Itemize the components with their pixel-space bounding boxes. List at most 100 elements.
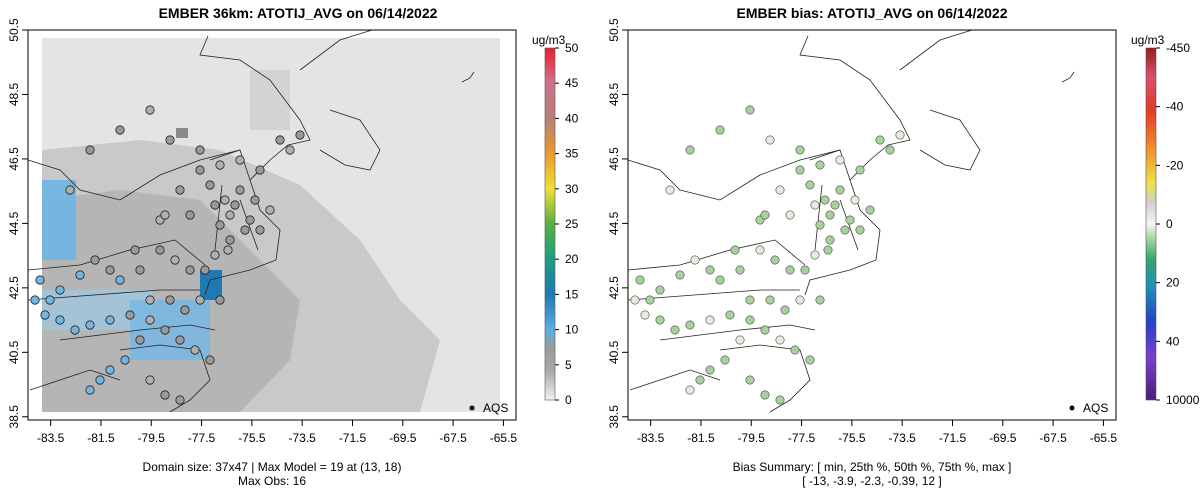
bias-point-61 — [795, 165, 805, 175]
obs-point-49 — [255, 165, 265, 175]
obs-point-56 — [185, 210, 195, 220]
right-cbar-tick-label-3: 0 — [1166, 217, 1173, 231]
obs-point-27 — [85, 320, 95, 330]
bias-point-15 — [770, 255, 780, 265]
right-x-tick-label-9: -65.5 — [1090, 431, 1118, 445]
obs-point-51 — [285, 145, 295, 155]
bias-point-46 — [760, 390, 770, 400]
right-x-tick-label-1: -81.5 — [687, 431, 715, 445]
left-x-tick-label-4: -75.5 — [238, 431, 266, 445]
obs-point-32 — [175, 335, 185, 345]
left-x-tick-label-7: -69.5 — [389, 431, 417, 445]
obs-point-23 — [45, 295, 55, 305]
bias-point-69 — [760, 210, 770, 220]
left-y-tick-label-0: 38.5 — [7, 405, 21, 429]
obs-point-0 — [65, 185, 75, 195]
obs-point-28 — [105, 315, 115, 325]
bias-point-63 — [820, 195, 830, 205]
obs-point-61 — [195, 165, 205, 175]
left-x-tick-label-9: -65.5 — [490, 431, 518, 445]
left-cbar-tick-label-0: 0 — [565, 393, 572, 407]
left-colorbar: ug/m3 0 5 10 15 20 25 30 35 40 45 50 — [532, 33, 579, 407]
right-y-tick-label-1: 40.5 — [607, 340, 621, 364]
bias-point-67 — [840, 225, 850, 235]
right-plot-frame — [627, 29, 1117, 421]
right-y-axis: 38.5 40.5 42.5 44.5 46.5 48.5 50.5 — [607, 18, 628, 428]
bias-point-7 — [835, 185, 845, 195]
bias-point-17 — [735, 265, 745, 275]
bias-point-43 — [695, 375, 705, 385]
bias-point-23 — [645, 295, 655, 305]
obs-point-35 — [215, 295, 225, 305]
bias-point-35 — [815, 295, 825, 305]
model-grid-heatmap — [42, 38, 500, 412]
obs-point-33 — [190, 345, 200, 355]
obs-point-14 — [185, 265, 195, 275]
right-chart-title: EMBER bias: ATOTIJ_AVG on 06/14/2022 — [736, 5, 1008, 21]
obs-point-55 — [215, 220, 225, 230]
bias-point-48 — [835, 155, 845, 165]
obs-point-63 — [220, 195, 230, 205]
right-y-tick-label-4: 46.5 — [607, 147, 621, 171]
bias-point-12 — [810, 250, 820, 260]
bias-point-66 — [823, 245, 833, 255]
right-y-tick-label-3: 44.5 — [607, 211, 621, 235]
obs-point-36 — [195, 295, 205, 305]
bias-point-10 — [855, 225, 865, 235]
left-y-tick-label-3: 44.5 — [7, 211, 21, 235]
obs-point-65 — [230, 200, 240, 210]
bias-point-33 — [790, 345, 800, 355]
right-x-axis: -83.5 -81.5 -79.5 -77.5 -75.5 -73.5 -71.5 -69.5… — [637, 420, 1117, 445]
obs-point-18 — [115, 275, 125, 285]
obs-point-5 — [195, 145, 205, 155]
right-cbar-tick-label-2: 20 — [1166, 276, 1180, 290]
obs-point-15 — [170, 255, 180, 265]
obs-point-44 — [85, 385, 95, 395]
left-map-panel: -83.5 -81.5 -79.5 -77.5 -75.5 -73.5 -71.5 -69.5… — [7, 18, 517, 445]
left-footer-line1: Domain size: 37x47 | Max Model = 19 at (… — [142, 460, 402, 474]
obs-point-30 — [145, 315, 155, 325]
bias-point-44 — [685, 385, 695, 395]
bias-point-29 — [725, 310, 735, 320]
legend-aqs-marker — [469, 405, 475, 411]
bias-point-24 — [640, 310, 650, 320]
obs-point-21 — [75, 270, 85, 280]
bias-point-27 — [685, 320, 695, 330]
obs-point-39 — [145, 295, 155, 305]
bias-point-51 — [885, 145, 895, 155]
bias-point-20 — [690, 255, 700, 265]
bias-point-3 — [745, 105, 755, 115]
left-cbar-tick-label-8: 40 — [565, 111, 579, 125]
left-y-tick-label-6: 50.5 — [7, 18, 21, 42]
bias-point-6 — [815, 160, 825, 170]
bias-point-59 — [635, 275, 645, 285]
right-x-tick-label-7: -69.5 — [989, 431, 1017, 445]
bias-point-31 — [760, 325, 770, 335]
obs-point-43 — [95, 375, 105, 385]
bias-point-60 — [630, 295, 640, 305]
bias-point-5 — [795, 145, 805, 155]
bias-point-8 — [850, 195, 860, 205]
obs-point-64 — [210, 200, 220, 210]
right-x-tick-label-0: -83.5 — [637, 431, 665, 445]
obs-point-16 — [155, 245, 165, 255]
bias-point-32 — [775, 335, 785, 345]
obs-point-17 — [135, 265, 145, 275]
left-y-tick-label-2: 42.5 — [7, 276, 21, 300]
obs-point-12 — [210, 250, 220, 260]
bias-point-58 — [730, 245, 740, 255]
left-x-tick-label-5: -73.5 — [289, 431, 317, 445]
bias-point-2 — [715, 125, 725, 135]
right-legend-aqs-label: AQS — [1083, 401, 1108, 415]
obs-point-26 — [70, 325, 80, 335]
left-x-tick-label-8: -67.5 — [439, 431, 467, 445]
right-cbar-tick-label-6: -450 — [1166, 41, 1190, 55]
boundaries — [28, 30, 475, 413]
bias-point-18 — [715, 275, 725, 285]
right-x-tick-label-5: -73.5 — [889, 431, 917, 445]
left-cbar-tick-label-6: 30 — [565, 182, 579, 196]
obs-point-42 — [105, 365, 115, 375]
bias-point-41 — [720, 355, 730, 365]
right-boundaries — [628, 30, 1075, 413]
bias-point-55 — [815, 220, 825, 230]
